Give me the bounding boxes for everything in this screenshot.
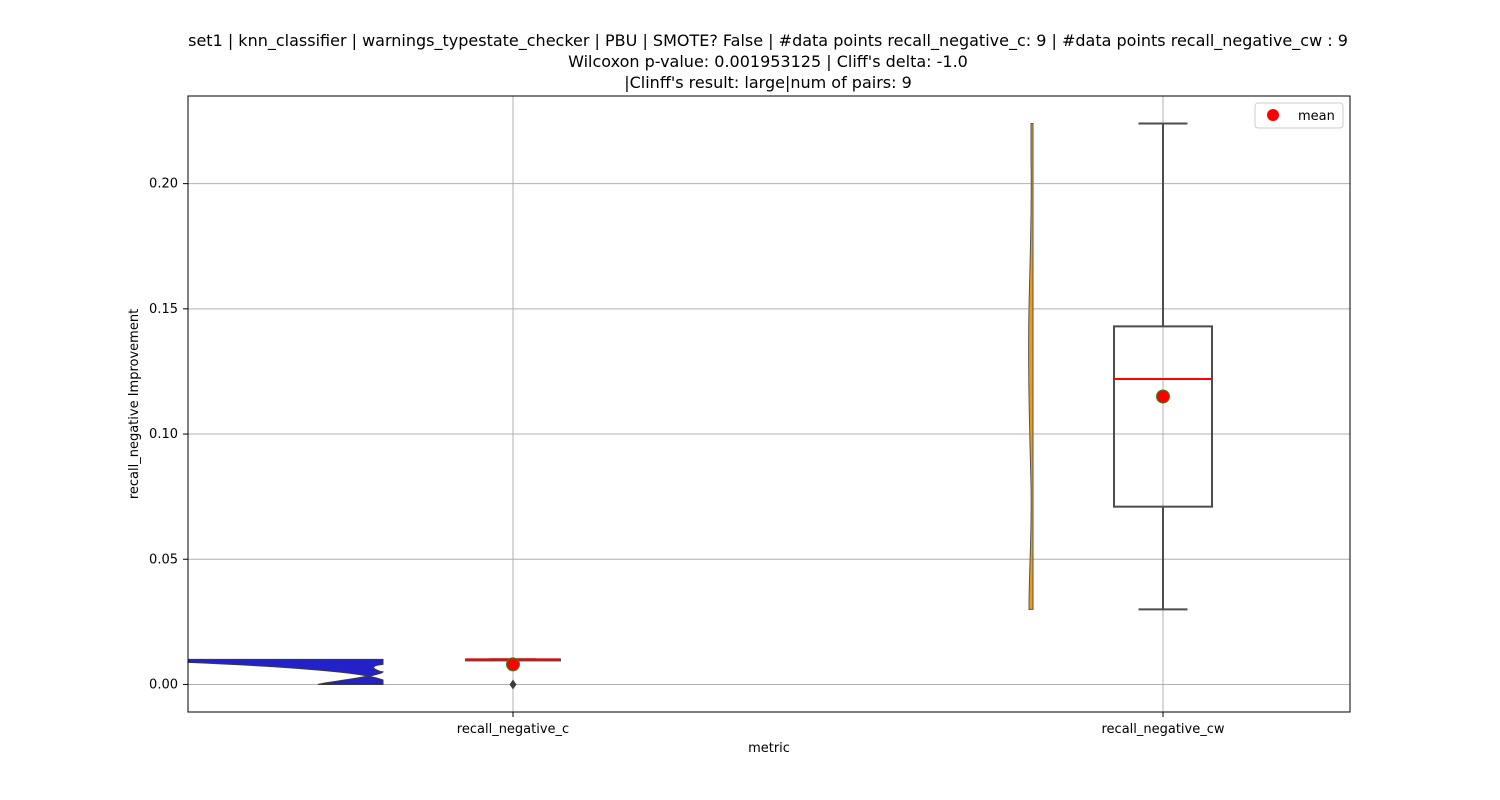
y-tick-label: 0.20 (149, 177, 178, 192)
outlier-marker (509, 679, 517, 690)
chart-title-line-1: set1 | knn_classifier | warnings_typesta… (188, 31, 1348, 51)
y-tick-label: 0.10 (149, 427, 178, 442)
plot-area-frame (187, 95, 1351, 713)
y-axis-label: recall_negative Improvement (127, 309, 142, 499)
chart-title-line-3: |Clinff's result: large|num of pairs: 9 (624, 73, 912, 92)
violin-recall-negative-c (187, 658, 384, 685)
legend: mean (1254, 102, 1344, 129)
violin-recall-negative-cw (1028, 123, 1034, 610)
x-axis-label: metric (748, 741, 790, 756)
x-tick-label: recall_negative_cw (1101, 722, 1224, 737)
box-iqr (1113, 325, 1213, 508)
y-tick-label: 0.05 (149, 552, 178, 567)
mean-marker (1156, 389, 1170, 404)
legend-frame (1254, 102, 1344, 129)
legend-label: mean (1298, 109, 1335, 124)
mean-marker (506, 657, 520, 672)
tick-layer: 0.00 0.05 0.10 0.15 0.20 recall_negative_c rec… (149, 177, 1225, 737)
x-tick-label: recall_negative_c (457, 722, 569, 737)
y-tick-label: 0.00 (149, 677, 178, 692)
legend-mean-marker (1267, 109, 1279, 121)
grid-layer (188, 96, 1350, 712)
y-tick-label: 0.15 (149, 302, 178, 317)
chart-title-line-2: Wilcoxon p-value: 0.001953125 | Cliff's … (568, 52, 968, 71)
box-layer (465, 122, 1213, 690)
violin-layer (187, 123, 1034, 685)
